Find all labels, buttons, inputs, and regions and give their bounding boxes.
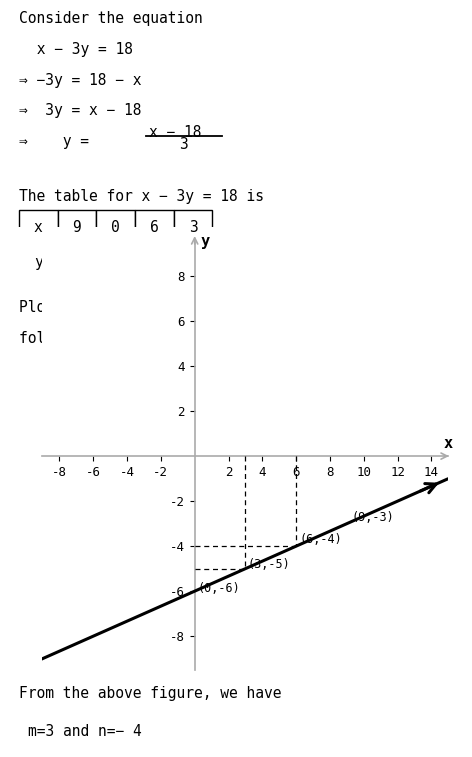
Text: -6: -6 bbox=[107, 255, 125, 270]
Text: ⇒  3y = x − 18: ⇒ 3y = x − 18 bbox=[19, 104, 142, 118]
Bar bbox=[58, 210, 96, 245]
Bar bbox=[96, 245, 135, 280]
Text: y: y bbox=[34, 255, 42, 270]
Text: 6: 6 bbox=[150, 220, 159, 235]
Text: (3,-5): (3,-5) bbox=[247, 557, 290, 571]
Text: -5: -5 bbox=[184, 255, 202, 270]
Text: m=3 and n=− 4: m=3 and n=− 4 bbox=[28, 724, 142, 739]
Text: (9,-3): (9,-3) bbox=[351, 512, 394, 525]
Bar bbox=[135, 245, 174, 280]
Text: y: y bbox=[201, 234, 210, 248]
Text: following required graph:: following required graph: bbox=[19, 331, 237, 346]
Text: 0: 0 bbox=[111, 220, 120, 235]
Bar bbox=[19, 245, 58, 280]
Text: (0,-6): (0,-6) bbox=[197, 582, 240, 595]
Text: Consider the equation: Consider the equation bbox=[19, 11, 202, 26]
Text: The table for x − 3y = 18 is: The table for x − 3y = 18 is bbox=[19, 189, 264, 204]
Text: 3: 3 bbox=[179, 138, 188, 152]
Bar bbox=[174, 245, 212, 280]
Text: -3: -3 bbox=[68, 255, 86, 270]
Bar bbox=[96, 210, 135, 245]
Text: -4: -4 bbox=[145, 255, 163, 270]
Text: 3: 3 bbox=[189, 220, 197, 235]
Text: ⇒    y =: ⇒ y = bbox=[19, 134, 89, 149]
Text: 9: 9 bbox=[73, 220, 81, 235]
Bar bbox=[174, 210, 212, 245]
Bar bbox=[135, 210, 174, 245]
Bar bbox=[19, 210, 58, 245]
Text: x − 18: x − 18 bbox=[149, 125, 201, 140]
Bar bbox=[58, 245, 96, 280]
Text: ⇒ −3y = 18 − x: ⇒ −3y = 18 − x bbox=[19, 73, 142, 88]
Text: x − 3y = 18: x − 3y = 18 bbox=[28, 42, 133, 57]
Text: (6,-4): (6,-4) bbox=[300, 533, 342, 546]
Text: x: x bbox=[34, 220, 42, 235]
Text: From the above figure, we have: From the above figure, we have bbox=[19, 686, 281, 701]
Text: Plotting the above points, we get the: Plotting the above points, we get the bbox=[19, 301, 343, 316]
Text: x: x bbox=[443, 436, 453, 451]
